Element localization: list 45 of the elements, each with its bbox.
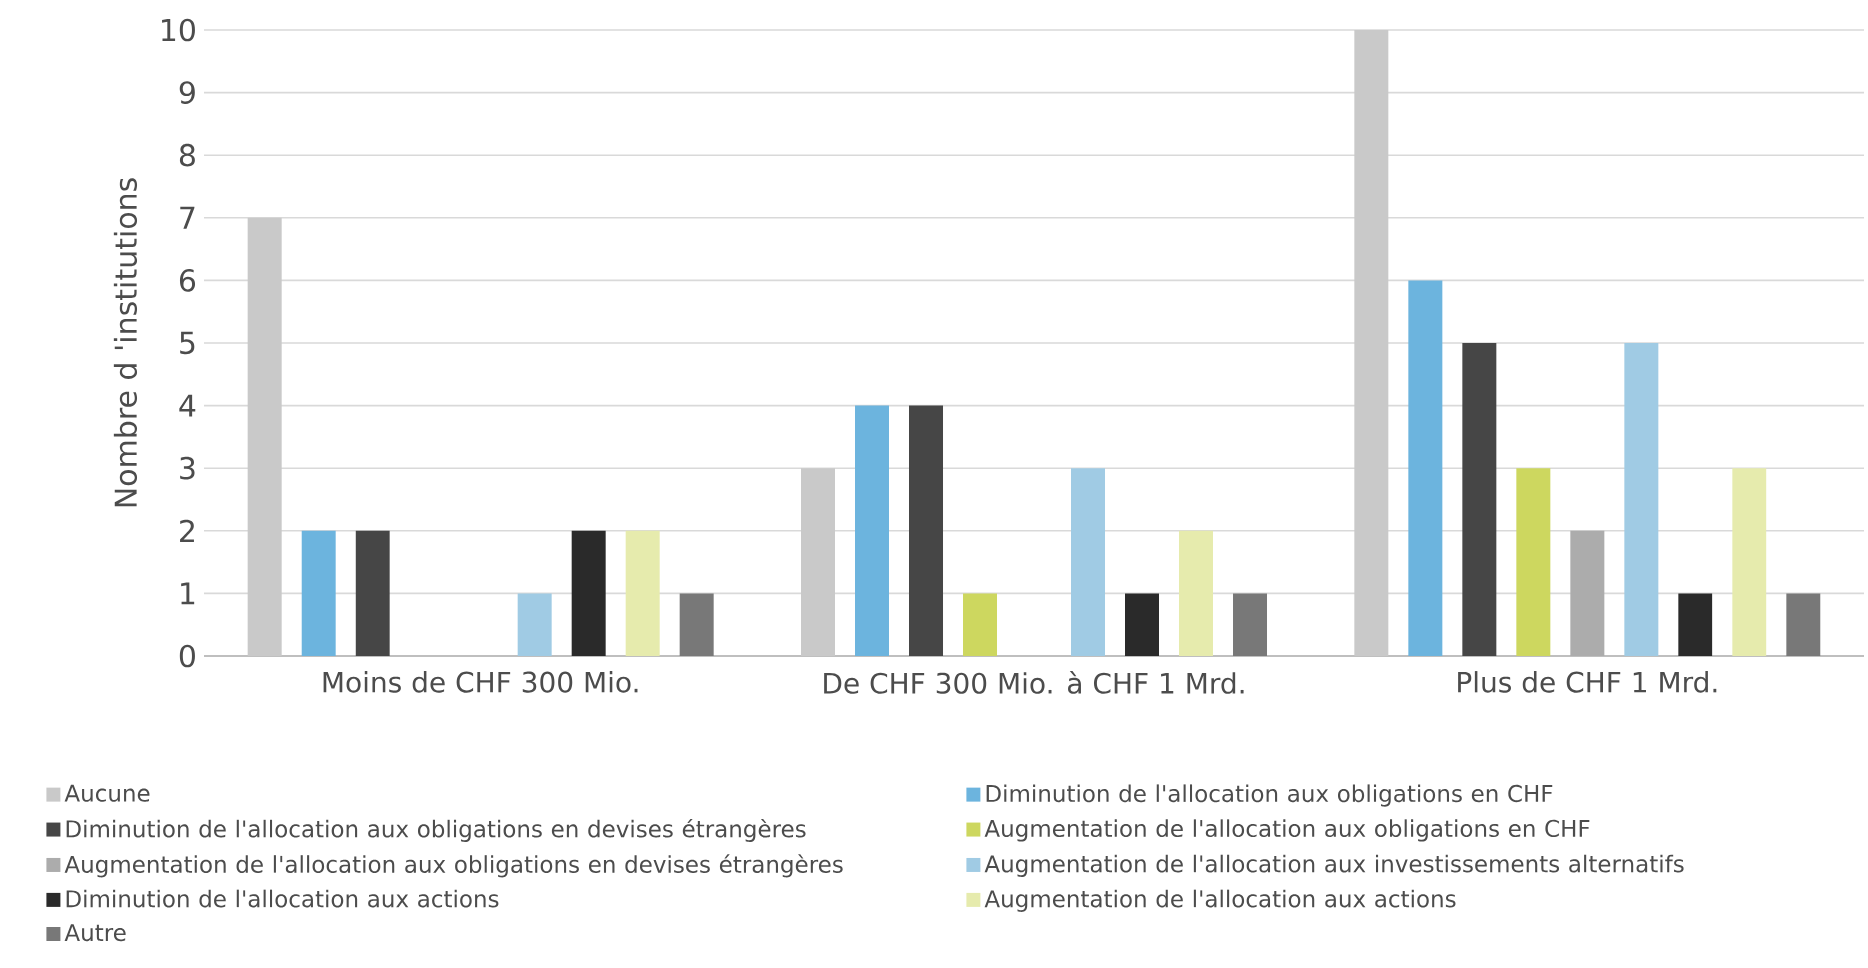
- y-tick-label: 1: [181, 582, 195, 605]
- legend-label: Augmentation de l'allocation aux actions: [984, 889, 1456, 912]
- legend-label: Diminution de l'allocation aux obligations en CHF: [986, 784, 1553, 807]
- bar: [855, 405, 890, 656]
- y-tick-label: 7: [180, 206, 195, 229]
- bar: [1624, 342, 1659, 656]
- bar: [1125, 593, 1160, 656]
- legend-label: Diminution de l'allocation aux obligations en devises étrangères: [66, 818, 806, 843]
- bar: [517, 593, 552, 656]
- x-tick-label: Moins de CHF 300 Mio.: [323, 671, 638, 693]
- bar: [1408, 280, 1443, 656]
- bar: [355, 530, 390, 656]
- legend-label: Augmentation de l'allocation aux obligations en CHF: [984, 819, 1590, 842]
- y-axis-title: Nombre d 'institutions: [113, 178, 138, 507]
- legend-label: Autre: [64, 924, 126, 942]
- y-tick-label: 8: [179, 143, 195, 167]
- bar: [1786, 593, 1821, 656]
- y-tick-label: 9: [179, 81, 195, 104]
- y-tick-label: 0: [179, 644, 195, 668]
- y-tick-label: 6: [179, 269, 196, 292]
- y-tick-label: 10: [162, 18, 195, 42]
- bar: [1233, 593, 1268, 656]
- bar: [1678, 593, 1713, 656]
- bar: [1071, 468, 1106, 656]
- x-tick-label: De CHF 300 Mio. à CHF 1 Mrd.: [824, 671, 1244, 694]
- bar: [1179, 530, 1214, 656]
- legend-label: Diminution de l'allocation aux actions: [66, 889, 499, 908]
- bar: [909, 405, 944, 656]
- legend-label: Augmentation de l'allocation aux investissements alternatifs: [984, 854, 1684, 877]
- bar: [1462, 342, 1497, 656]
- bar: [963, 593, 998, 656]
- legend-label: Augmentation de l'allocation aux obligations en devises étrangères: [64, 854, 843, 878]
- bar: [679, 593, 714, 656]
- y-tick-label: 3: [180, 456, 195, 480]
- bar: [1516, 468, 1551, 656]
- y-tick-label: 4: [179, 394, 196, 417]
- x-tick-label: Plus de CHF 1 Mrd.: [1458, 671, 1717, 693]
- bar: [571, 530, 606, 656]
- bar: [1570, 530, 1605, 656]
- legend-label: Aucune: [64, 784, 150, 802]
- y-tick-label: 5: [180, 331, 195, 355]
- bar: [625, 530, 660, 656]
- bar: [1732, 468, 1767, 656]
- bar: [301, 530, 336, 656]
- y-tick-label: 2: [180, 519, 194, 542]
